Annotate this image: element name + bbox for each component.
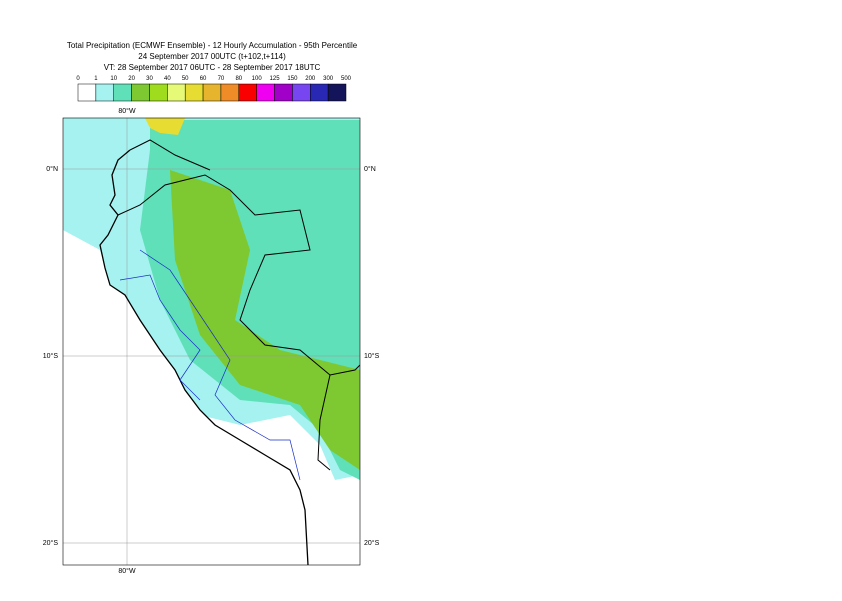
legend-box xyxy=(256,83,275,102)
legend-box xyxy=(131,83,150,102)
legend-label: 100 xyxy=(252,76,263,82)
legend-label: 20 xyxy=(128,76,135,82)
map-frame xyxy=(62,117,361,566)
lat-label: 0°N xyxy=(364,165,376,173)
valid-time: VT: 28 September 2017 06UTC - 28 Septemb… xyxy=(104,63,321,72)
legend-box xyxy=(238,83,257,102)
legend-label: 125 xyxy=(270,76,281,82)
legend-box xyxy=(113,83,132,102)
title: Total Precipitation (ECMWF Ensemble) - 1… xyxy=(67,41,358,50)
field-dry-ocean xyxy=(63,230,308,565)
border xyxy=(317,374,331,471)
legend-label: 60 xyxy=(200,76,207,82)
legend-box xyxy=(167,83,186,102)
region-borders xyxy=(119,274,201,401)
legend-box xyxy=(149,83,168,102)
legend-label: 1 xyxy=(94,76,98,82)
legend-box xyxy=(292,83,311,102)
lon-label: 80°W xyxy=(118,567,136,575)
field-dry-south xyxy=(200,415,360,565)
legend-box xyxy=(274,83,293,102)
legend-label: 50 xyxy=(182,76,189,82)
lat-label: 20°S xyxy=(364,539,380,547)
coastline xyxy=(99,149,309,565)
legend-label: 10 xyxy=(110,76,117,82)
legend-label: 0 xyxy=(76,76,80,82)
legend-label: 30 xyxy=(146,76,153,82)
legend-box xyxy=(77,83,97,102)
legend-label: 40 xyxy=(164,76,171,82)
field-green xyxy=(170,170,360,470)
lon-label: 80°W xyxy=(118,107,136,115)
lat-label: 0°N xyxy=(46,165,58,173)
legend-label: 70 xyxy=(218,76,225,82)
region-borders xyxy=(139,249,301,481)
legend-box xyxy=(202,83,222,102)
lat-label: 10°S xyxy=(364,352,380,360)
legend-label: 80 xyxy=(235,76,242,82)
legend-label: 300 xyxy=(323,76,334,82)
legend: 0 1 10 20 30 40 50 60 70 80 100 125 150 200 300 500 xyxy=(76,76,352,102)
legend-label: 200 xyxy=(305,76,316,82)
legend-box xyxy=(310,83,329,102)
base-time: 24 September 2017 00UTC (t+102,t+114) xyxy=(138,52,286,61)
legend-label: 500 xyxy=(341,76,352,82)
field-yellow xyxy=(145,118,185,135)
map xyxy=(63,118,360,565)
legend-box xyxy=(184,83,204,102)
lat-label: 20°S xyxy=(43,539,59,547)
legend-label: 150 xyxy=(287,76,298,82)
border xyxy=(117,174,360,376)
lat-label: 10°S xyxy=(43,352,59,360)
legend-box xyxy=(327,83,347,102)
legend-box xyxy=(220,83,240,102)
border xyxy=(129,139,211,171)
legend-box xyxy=(95,83,114,102)
